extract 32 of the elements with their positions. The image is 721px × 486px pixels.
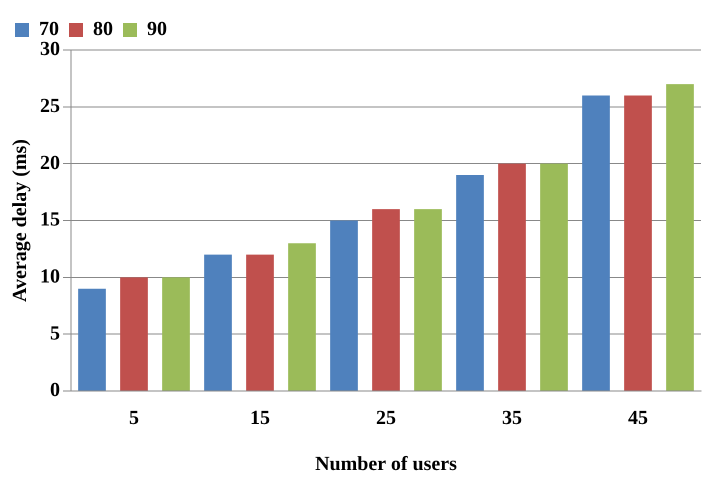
- x-tick-label: 15: [250, 407, 270, 430]
- y-tick-label: 15: [40, 208, 60, 231]
- y-axis-title: Average delay (ms): [9, 139, 32, 302]
- bar: [414, 209, 442, 390]
- bar: [456, 175, 484, 390]
- bar: [246, 254, 274, 390]
- y-tick-label: 0: [50, 379, 60, 402]
- bar: [498, 164, 526, 390]
- bar: [666, 84, 694, 390]
- bar: [120, 277, 148, 390]
- bar: [624, 95, 652, 390]
- y-tick-label: 25: [40, 95, 60, 118]
- x-tick-label: 45: [628, 407, 648, 430]
- y-tick-label: 30: [40, 38, 60, 60]
- legend-label: 80: [93, 18, 113, 40]
- bar: [372, 209, 400, 390]
- bar: [204, 254, 232, 390]
- legend-label: 70: [39, 18, 59, 40]
- y-tick-label: 20: [40, 152, 60, 174]
- bar: [288, 243, 316, 390]
- x-axis-title: Number of users: [315, 453, 458, 476]
- bar: [162, 277, 190, 390]
- y-tick-label: 10: [40, 266, 60, 288]
- bar: [582, 95, 610, 390]
- x-tick-label: 5: [129, 407, 139, 430]
- bar: [78, 288, 106, 390]
- legend-label: 90: [147, 18, 167, 40]
- bar: [540, 164, 568, 390]
- y-tick-label: 5: [50, 322, 60, 344]
- x-tick-label: 35: [502, 407, 522, 430]
- x-tick-label: 25: [376, 407, 396, 430]
- bar: [330, 220, 358, 390]
